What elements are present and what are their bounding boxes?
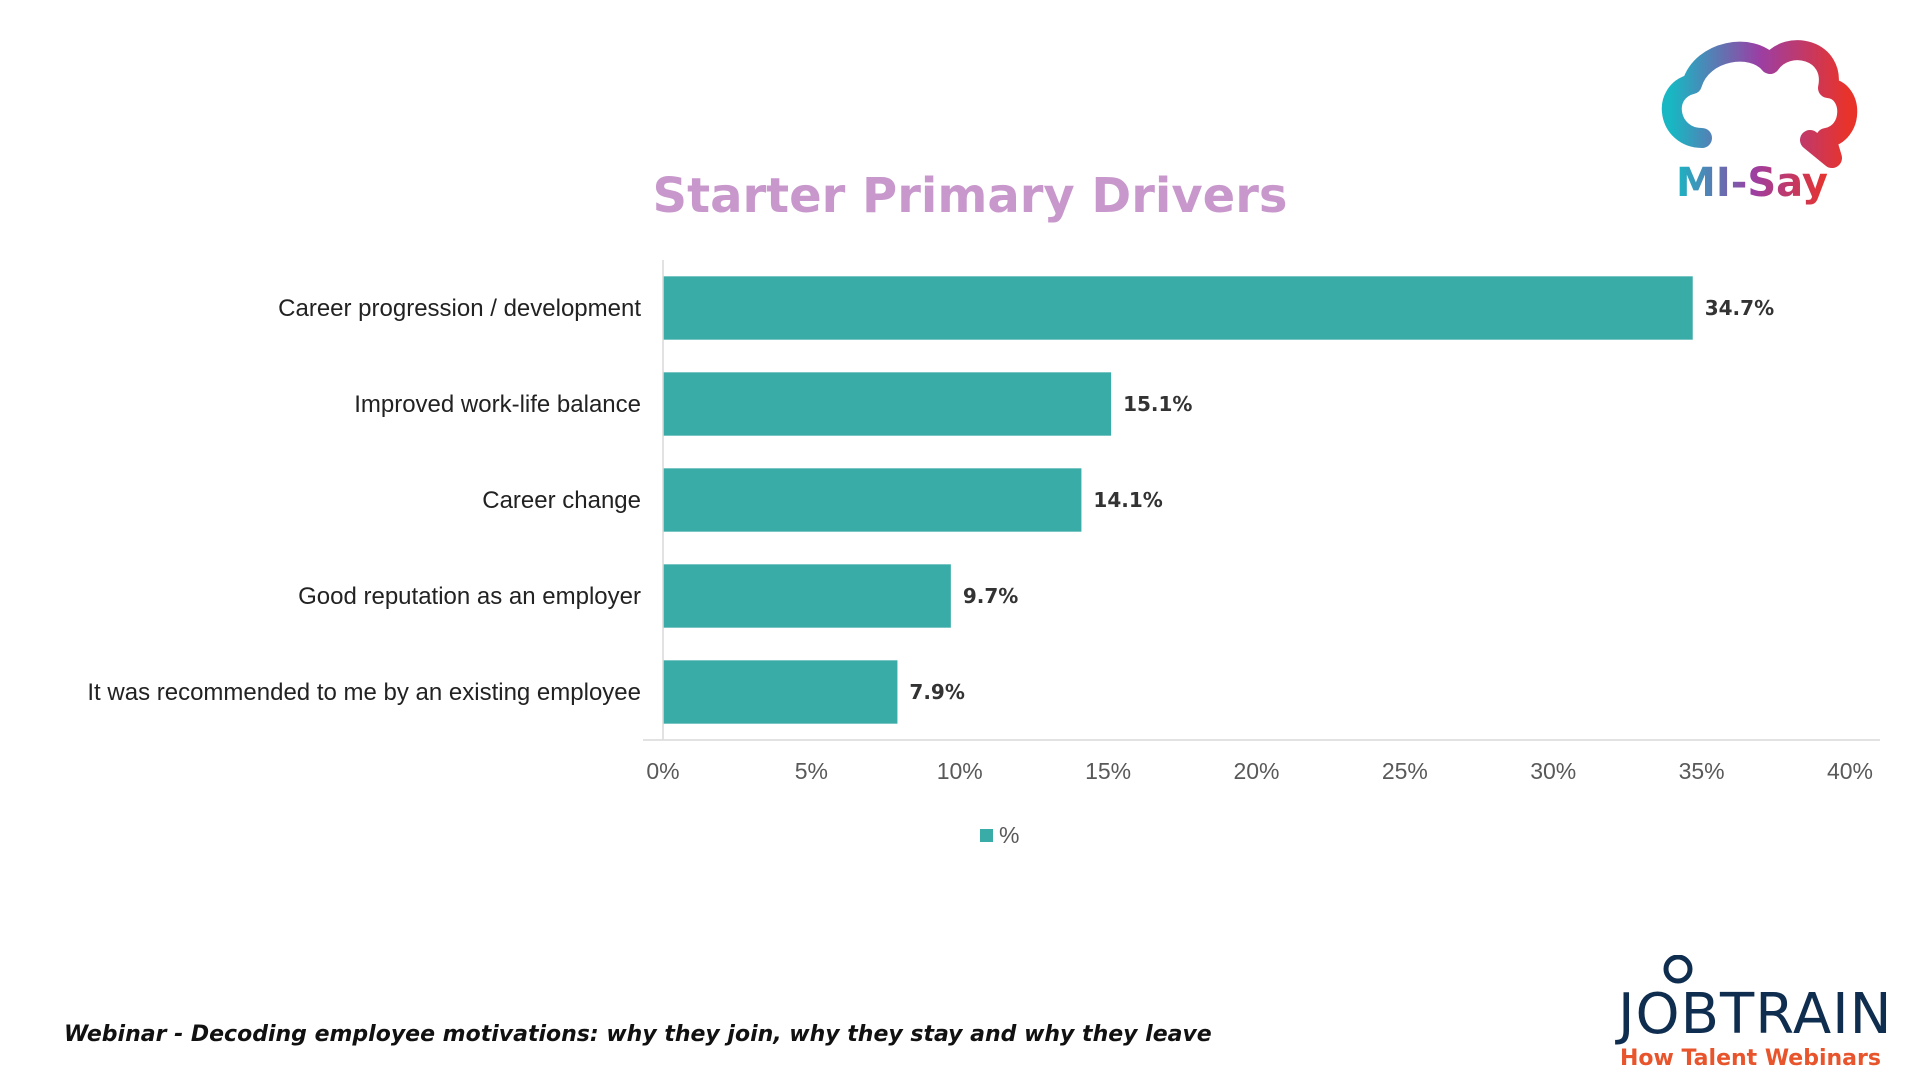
x-tick-label: 40% [1827, 758, 1873, 784]
legend-swatch [980, 829, 993, 842]
bar [663, 564, 951, 628]
x-tick-label: 10% [937, 758, 983, 784]
bars-group: Career progression / development 34.7% Imp… [87, 276, 1774, 724]
misay-logo-text: MI-Say [1676, 160, 1828, 206]
chart-title: Starter Primary Drivers [653, 168, 1288, 224]
jobtrain-logo-text: JOBTRAIN [1615, 982, 1893, 1047]
x-ticks-group: 0% 5% 10% 15% 20% 25% 30% 35% 40% [646, 758, 1873, 784]
bar [663, 660, 898, 724]
data-label: 7.9% [909, 680, 964, 704]
data-label: 34.7% [1705, 296, 1774, 320]
legend-label: % [999, 822, 1019, 848]
legend[interactable]: % [980, 822, 1019, 848]
category-label: Career progression / development [278, 295, 641, 322]
data-label: 9.7% [963, 584, 1018, 608]
x-tick-label: 5% [795, 758, 828, 784]
cloud-icon [1661, 40, 1858, 168]
x-tick-label: 35% [1679, 758, 1725, 784]
jobtrain-logo: JOBTRAIN How Talent Webinars [1610, 954, 1900, 1080]
x-tick-label: 20% [1233, 758, 1279, 784]
x-tick-label: 30% [1530, 758, 1576, 784]
x-tick-label: 25% [1382, 758, 1428, 784]
category-label: Career change [482, 487, 641, 514]
x-tick-label: 0% [646, 758, 679, 784]
category-label: It was recommended to me by an existing … [87, 679, 641, 706]
misay-logo: MI-Say [1640, 30, 1880, 225]
bar [663, 372, 1112, 436]
footer-caption: Webinar - Decoding employee motivations:… [64, 1022, 1212, 1047]
data-label: 15.1% [1123, 392, 1192, 416]
bar [663, 276, 1693, 340]
category-label: Good reputation as an employer [298, 583, 641, 610]
bar [663, 468, 1082, 532]
x-tick-label: 15% [1085, 758, 1131, 784]
category-label: Improved work-life balance [354, 391, 641, 418]
jobtrain-tagline: How Talent Webinars [1620, 1046, 1881, 1071]
data-label: 14.1% [1093, 488, 1162, 512]
person-head-icon [1663, 954, 1693, 984]
